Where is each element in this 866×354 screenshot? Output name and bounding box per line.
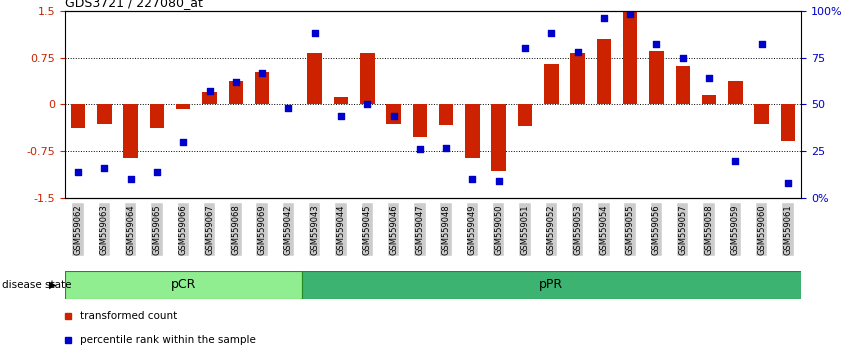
Bar <box>754 104 769 125</box>
Bar <box>544 64 559 104</box>
Text: pCR: pCR <box>171 279 196 291</box>
Bar <box>333 97 348 104</box>
Bar <box>439 104 454 125</box>
Bar <box>97 104 112 125</box>
Bar <box>255 72 269 104</box>
Bar <box>150 104 165 128</box>
Bar <box>65 272 301 298</box>
Point <box>571 49 585 55</box>
Text: GDS3721 / 227080_at: GDS3721 / 227080_at <box>65 0 203 10</box>
Bar <box>360 53 374 104</box>
Point <box>386 113 400 119</box>
Point <box>650 41 663 47</box>
Bar <box>71 104 86 128</box>
Point <box>203 88 216 94</box>
Text: transformed count: transformed count <box>80 311 178 321</box>
Point <box>675 55 689 60</box>
Point <box>98 165 112 171</box>
Point <box>518 45 532 51</box>
Bar <box>307 53 322 104</box>
Bar <box>386 104 401 125</box>
Bar <box>492 104 506 171</box>
Bar <box>623 11 637 104</box>
Point <box>150 169 164 175</box>
Text: ▶: ▶ <box>48 280 56 290</box>
Bar <box>229 81 243 104</box>
Point <box>624 12 637 17</box>
Point <box>124 177 138 182</box>
Bar <box>301 272 801 298</box>
Point <box>255 70 269 75</box>
Bar <box>780 104 795 141</box>
Point <box>492 178 506 184</box>
Bar <box>176 104 191 109</box>
Point <box>360 102 374 107</box>
Point <box>781 181 795 186</box>
Bar <box>124 104 138 158</box>
Bar <box>650 51 663 104</box>
Text: percentile rank within the sample: percentile rank within the sample <box>80 335 255 345</box>
Bar <box>518 104 533 126</box>
Point <box>177 139 191 145</box>
Point <box>466 177 480 182</box>
Point <box>413 147 427 152</box>
Point <box>71 169 85 175</box>
Point <box>702 75 716 81</box>
Point <box>597 15 611 21</box>
Point <box>229 79 242 85</box>
Bar <box>728 81 742 104</box>
Bar <box>412 104 427 137</box>
Text: pPR: pPR <box>540 279 564 291</box>
Point <box>545 30 559 36</box>
Point <box>728 158 742 164</box>
Bar <box>465 104 480 158</box>
Point <box>439 145 453 150</box>
Point <box>334 113 348 119</box>
Bar <box>701 95 716 104</box>
Text: disease state: disease state <box>2 280 71 290</box>
Point <box>307 30 321 36</box>
Point <box>754 41 768 47</box>
Point <box>281 105 295 111</box>
Bar <box>597 39 611 104</box>
Bar <box>203 92 216 104</box>
Bar <box>571 53 585 104</box>
Bar <box>675 65 690 104</box>
